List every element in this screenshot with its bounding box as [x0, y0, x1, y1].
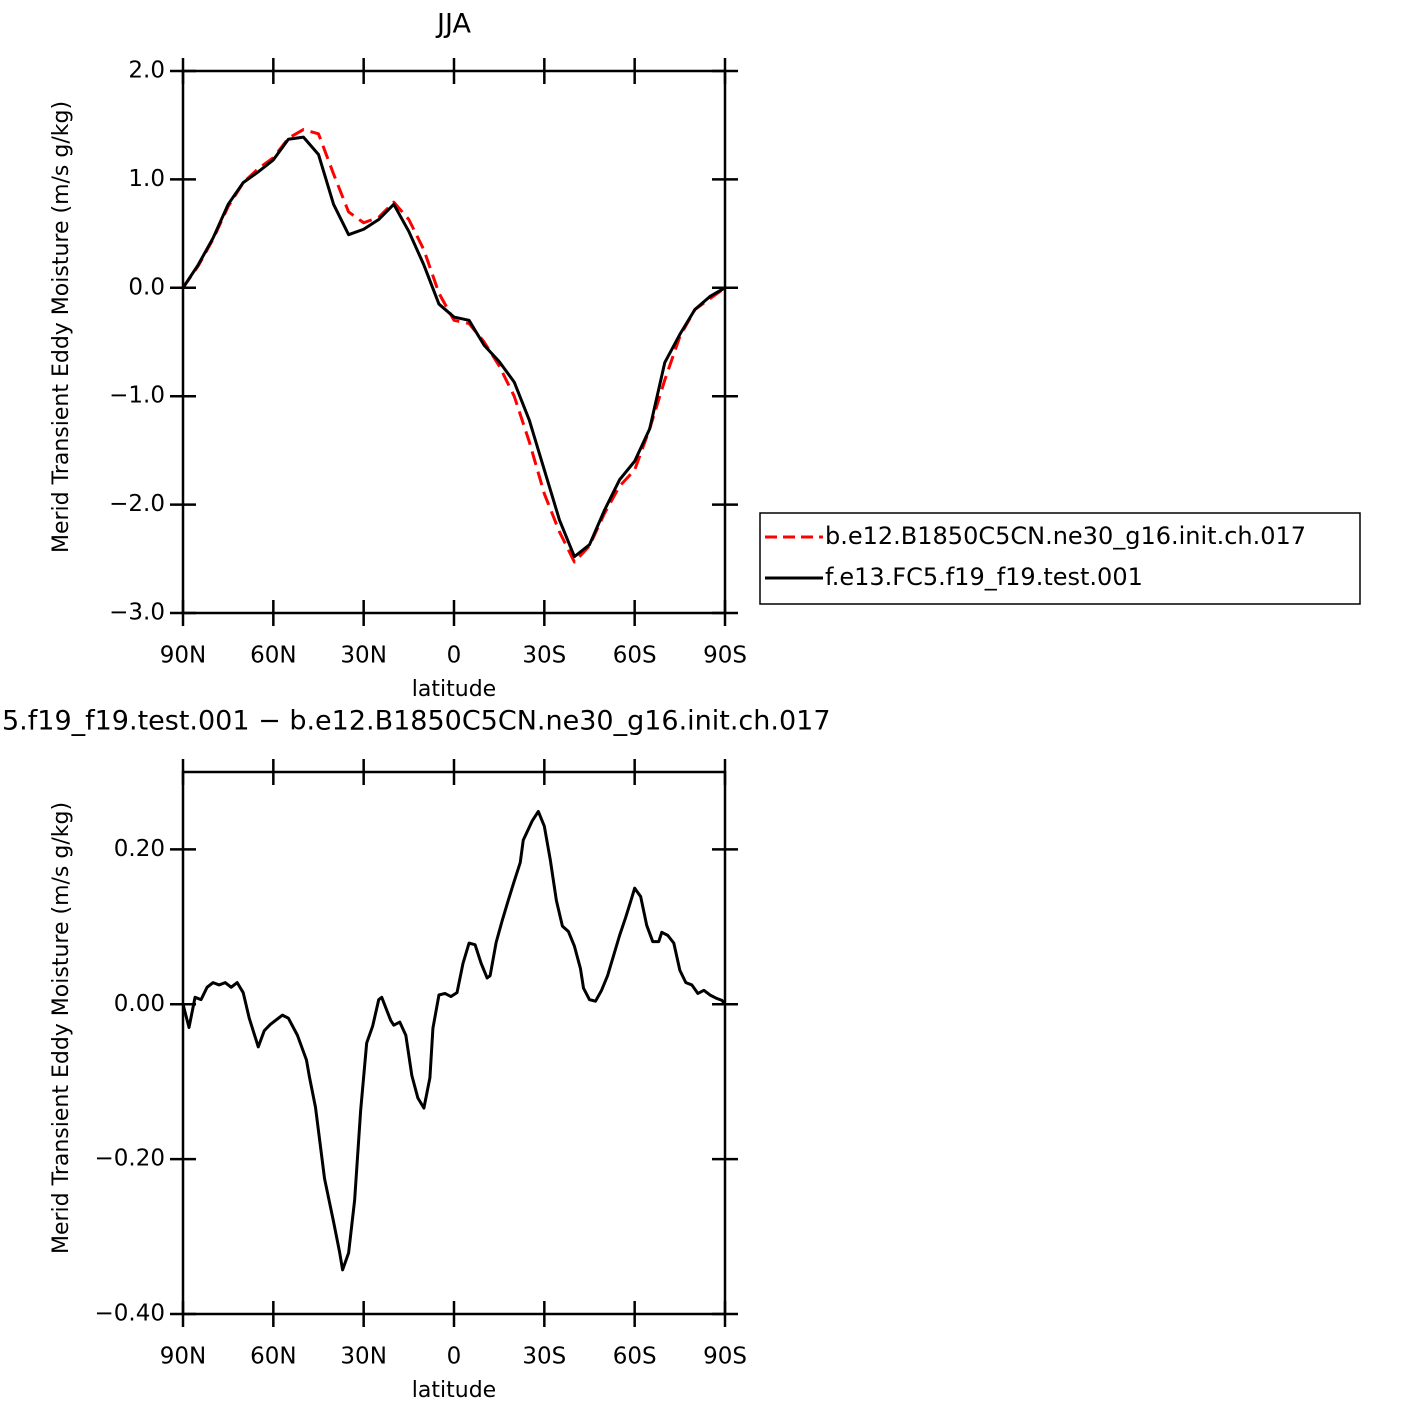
x-tick-label: 90N: [160, 643, 206, 669]
y-tick-label: 0.00: [114, 991, 165, 1017]
y-axis-label: Merid Transient Eddy Moisture (m/s g/kg): [49, 802, 74, 1254]
data-line: [181, 135, 726, 559]
legend-text: f.e13.FC5.f19_f19.test.001: [825, 563, 1143, 591]
x-tick-label: 0: [447, 1344, 462, 1370]
y-tick-label: −3.0: [109, 600, 165, 626]
x-tick-label: 60N: [250, 1344, 296, 1370]
y-tick-label: 0.0: [128, 274, 165, 300]
data-line: [181, 128, 726, 564]
y-tick-label: −2.0: [109, 491, 165, 517]
x-tick-label: 30N: [340, 1344, 386, 1370]
x-axis-label: latitude: [412, 1378, 496, 1403]
x-tick-label: 30S: [522, 643, 566, 669]
x-tick-label: 0: [447, 643, 462, 669]
x-axis-label: latitude: [412, 677, 496, 702]
y-tick-label: −0.20: [95, 1146, 165, 1172]
legend-box: [759, 512, 1361, 605]
chart-title: JJA: [435, 9, 471, 40]
y-tick-label: −0.40: [95, 1301, 165, 1327]
y-tick-label: −1.0: [109, 383, 165, 409]
x-tick-label: 30N: [340, 643, 386, 669]
y-tick-label: 0.20: [114, 836, 165, 862]
y-axis-label: Merid Transient Eddy Moisture (m/s g/kg): [49, 101, 74, 553]
chart-panel: 5.f19_f19.test.001 − b.e12.B1850C5CN.ne3…: [2, 706, 831, 1404]
plot-frame: [181, 770, 727, 1316]
x-tick-label: 60S: [613, 643, 657, 669]
chart-title: 5.f19_f19.test.001 − b.e12.B1850C5CN.ne3…: [2, 706, 831, 737]
data-line: [181, 809, 727, 1272]
legend-text: b.e12.B1850C5CN.ne30_g16.init.ch.017: [825, 522, 1306, 550]
y-tick-label: 1.0: [128, 166, 165, 192]
x-tick-label: 90S: [703, 1344, 747, 1370]
x-tick-label: 90S: [703, 643, 747, 669]
x-tick-label: 90N: [160, 1344, 206, 1370]
x-tick-label: 30S: [522, 1344, 566, 1370]
x-tick-label: 60N: [250, 643, 296, 669]
plot-frame: [181, 69, 727, 615]
chart-panel: JJA −3.0 −2.0 −1.0 0.0 1.0 2.0 90N 60N 30N 0 30S 60S…: [49, 9, 1361, 702]
x-tick-label: 60S: [613, 1344, 657, 1370]
y-tick-label: 2.0: [128, 58, 165, 84]
